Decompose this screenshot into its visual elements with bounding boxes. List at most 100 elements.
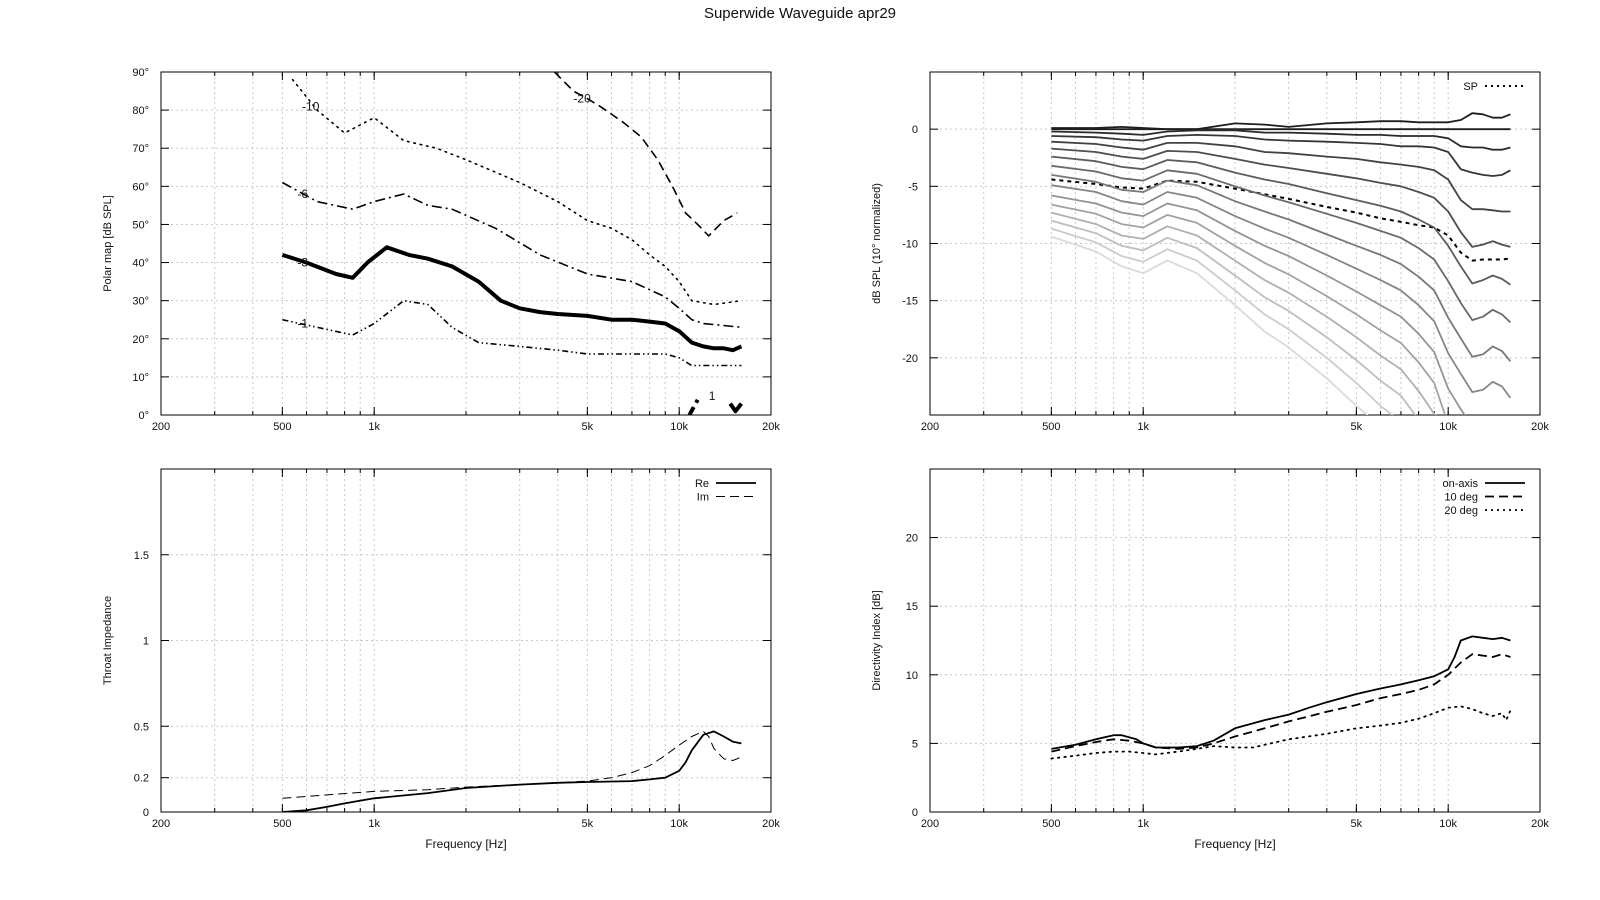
series-line — [1051, 194, 1466, 415]
series-line — [1051, 140, 1511, 213]
chart-directivity-index: 200 500 1k 5k 10k 20k 0 5 10 15 20 Directivity Inde… — [871, 468, 1549, 851]
series-line — [282, 181, 742, 329]
x-tick-label: 20k — [1531, 421, 1549, 433]
figure-title: Superwide Waveguide apr29 — [703, 5, 897, 22]
contour-label: -1 — [297, 317, 308, 331]
x-tick-label: 1k — [1137, 421, 1149, 433]
contour-label: -10 — [302, 99, 320, 113]
x-tick-label: 200 — [152, 818, 170, 830]
series-line — [1051, 227, 1394, 415]
y-tick-label: 20° — [132, 334, 149, 346]
x-tick-label: 200 — [921, 818, 939, 830]
y-axis-label: Directivity Index [dB] — [871, 590, 883, 690]
series-line — [687, 398, 700, 415]
series-line — [1051, 134, 1511, 177]
x-tick-label: 500 — [1042, 818, 1060, 830]
y-tick-label: 0.5 — [134, 721, 149, 733]
x-tick-label: 500 — [273, 818, 291, 830]
y-tick-label: -20 — [902, 353, 918, 365]
contour-label: 1 — [709, 389, 716, 403]
x-tick-label: 1k — [368, 818, 380, 830]
x-tick-label: 1k — [368, 421, 380, 433]
series-line — [1051, 635, 1511, 750]
y-tick-label: 0° — [138, 410, 149, 422]
chart-polar-map: 200 500 1k 5k 10k 20k 0° 10° 20° 30° 40° 50° 60° 70° 8… — [102, 67, 780, 433]
chart-throat-impedance: 200 500 1k 5k 10k 20k 0 0.2 0.5 1 1.5 Throat Impeda… — [102, 468, 780, 851]
y-tick-label: 10° — [132, 372, 149, 384]
series-line — [281, 245, 743, 353]
series-group — [282, 730, 742, 812]
series-line — [282, 730, 742, 799]
x-tick-label: 500 — [273, 421, 291, 433]
y-tick-label: 1 — [143, 636, 149, 648]
series-group — [1050, 635, 1512, 760]
x-axis-label: Frequency [Hz] — [425, 837, 506, 851]
x-tick-label: 500 — [1042, 421, 1060, 433]
x-tick-label: 20k — [762, 421, 780, 433]
y-tick-label: 0 — [143, 807, 149, 819]
plot-frame — [160, 468, 772, 813]
series-line — [1051, 184, 1512, 399]
y-tick-label: 15 — [906, 601, 918, 613]
series-line — [1051, 219, 1417, 415]
legend-label: Im — [697, 492, 709, 504]
x-tick-label: 1k — [1137, 818, 1149, 830]
series-line — [728, 402, 743, 414]
x-tick-label: 10k — [670, 421, 688, 433]
chart-normalized-polar: 200 500 1k 5k 10k 20k -20 -15 -10 -5 0 dB SPL (10° … — [871, 71, 1549, 433]
y-tick-label: 50° — [132, 219, 149, 231]
contour-label: -3 — [297, 256, 308, 270]
y-tick-label: 20 — [906, 533, 918, 545]
legend-label: SP — [1463, 81, 1478, 93]
series-line — [1051, 235, 1369, 415]
y-tick-label: 80° — [132, 105, 149, 117]
series-line — [1050, 705, 1512, 760]
series-line — [1051, 155, 1511, 286]
y-axis-label: Polar map [dB SPL] — [102, 195, 114, 292]
contour-label: -6 — [297, 187, 308, 201]
series-line — [1051, 653, 1511, 753]
contour-label: -20 — [573, 92, 591, 106]
y-tick-label: 10 — [906, 670, 918, 682]
plot-frame — [929, 71, 1541, 416]
series-line — [1051, 147, 1511, 248]
legend-label: 20 deg — [1444, 505, 1478, 517]
series-line — [1051, 129, 1511, 151]
x-tick-label: 20k — [1531, 818, 1549, 830]
legend-label: Re — [695, 478, 709, 490]
y-tick-label: -10 — [902, 239, 918, 251]
x-tick-label: 5k — [582, 421, 594, 433]
y-tick-label: 90° — [132, 67, 149, 79]
plot-frame — [160, 71, 772, 416]
y-tick-label: 0 — [912, 807, 918, 819]
x-tick-label: 20k — [762, 818, 780, 830]
y-tick-label: 70° — [132, 143, 149, 155]
series-line — [1051, 211, 1437, 415]
series-line — [1051, 174, 1512, 362]
y-tick-label: 5 — [912, 738, 918, 750]
series-line — [291, 78, 743, 306]
x-tick-label: 5k — [582, 818, 594, 830]
y-tick-label: 1.5 — [134, 550, 149, 562]
series-line — [1051, 112, 1511, 131]
y-tick-label: 30° — [132, 296, 149, 308]
y-tick-label: -5 — [908, 181, 918, 193]
x-tick-label: 5k — [1351, 421, 1363, 433]
series-group — [281, 72, 743, 415]
y-axis-label: Throat Impedance — [102, 596, 114, 685]
series-line — [1051, 178, 1511, 262]
x-tick-label: 10k — [1439, 818, 1457, 830]
x-tick-label: 200 — [921, 421, 939, 433]
y-tick-label: -15 — [902, 296, 918, 308]
series-line — [282, 299, 742, 367]
series-line — [553, 72, 738, 237]
x-tick-label: 5k — [1351, 818, 1363, 830]
series-line — [282, 730, 742, 812]
x-tick-label: 200 — [152, 421, 170, 433]
x-tick-label: 10k — [670, 818, 688, 830]
series-line — [1051, 203, 1447, 415]
x-axis-label: Frequency [Hz] — [1194, 837, 1275, 851]
legend-label: on-axis — [1443, 478, 1479, 490]
y-tick-label: 60° — [132, 181, 149, 193]
